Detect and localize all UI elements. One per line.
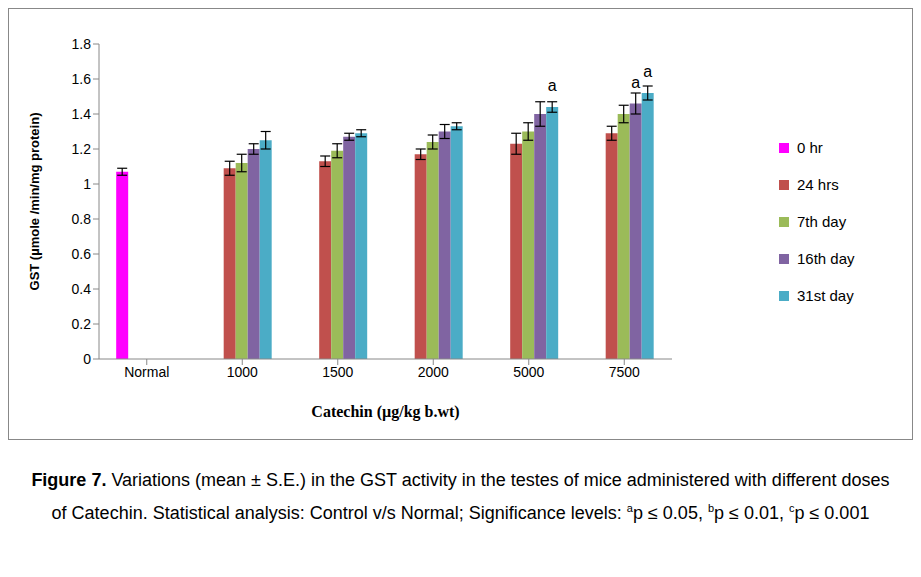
svg-text:GST (µmole /min/mg protein): GST (µmole /min/mg protein) [27,113,42,291]
svg-text:2000: 2000 [418,364,449,380]
svg-text:1.8: 1.8 [72,36,92,52]
svg-text:a: a [548,77,557,94]
svg-text:0: 0 [83,351,91,367]
svg-text:5000: 5000 [513,364,544,380]
svg-text:0.4: 0.4 [72,281,92,297]
html-text:Figure 7. Variations (mean ± S: Figure 7. Variations (mean ± S.E.) in th… [31,470,890,523]
svg-text:1: 1 [83,176,91,192]
svg-text:a: a [643,63,652,80]
html-text:16th day: 16th day [797,250,855,267]
html-text:24 hrs: 24 hrs [797,176,839,193]
svg-text:0.6: 0.6 [72,246,92,262]
html-text:31st day: 31st day [797,287,854,304]
html-text:0 hr: 0 hr [797,139,823,156]
svg-text:1.2: 1.2 [72,141,92,157]
svg-text:0.2: 0.2 [72,316,92,332]
svg-text:a: a [631,74,640,91]
svg-text:1.6: 1.6 [72,71,92,87]
svg-text:Normal: Normal [124,364,169,380]
svg-text:Catechin (µg/kg b.wt): Catechin (µg/kg b.wt) [311,403,459,421]
html-text:7th day: 7th day [797,213,847,230]
svg-text:1000: 1000 [227,364,258,380]
svg-text:1.4: 1.4 [72,106,92,122]
svg-text:0.8: 0.8 [72,211,92,227]
svg-text:1500: 1500 [322,364,353,380]
svg-text:7500: 7500 [609,364,640,380]
